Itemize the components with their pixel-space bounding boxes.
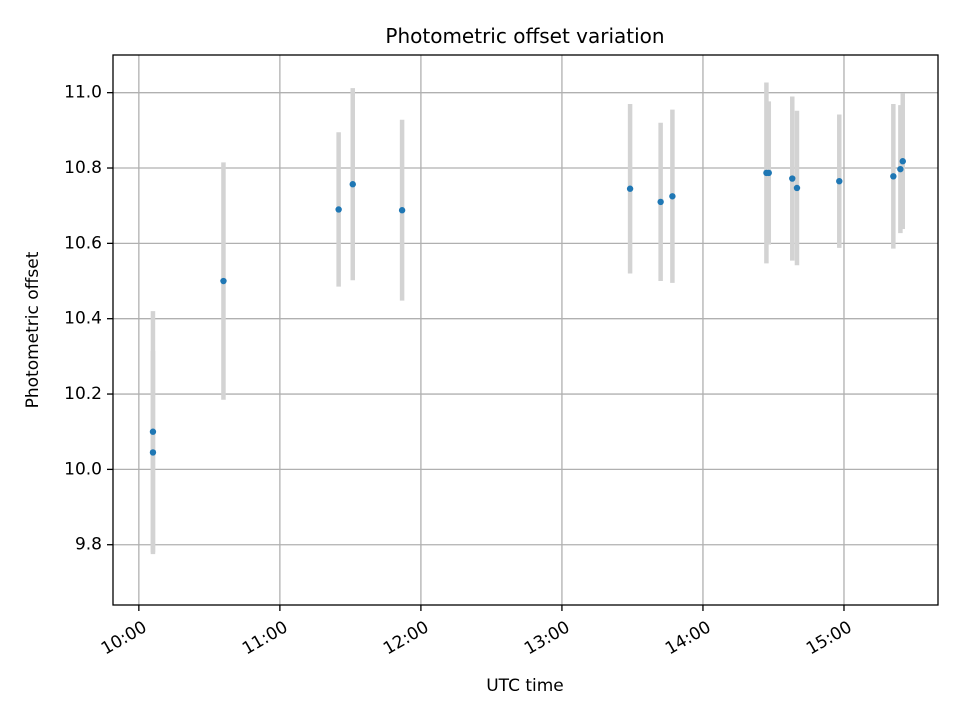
x-tick-label: 14:00 bbox=[662, 617, 714, 659]
y-axis-title: Photometric offset bbox=[23, 251, 43, 408]
y-tick-label: 11.0 bbox=[64, 83, 102, 103]
x-tick-label: 11:00 bbox=[239, 617, 291, 659]
data-point bbox=[657, 198, 664, 206]
y-tick-label: 10.0 bbox=[64, 459, 102, 479]
data-point bbox=[149, 428, 157, 435]
y-tick-label: 10.6 bbox=[64, 233, 102, 253]
point-layer bbox=[149, 158, 906, 456]
data-point bbox=[793, 184, 801, 192]
data-point bbox=[899, 158, 906, 165]
x-tick-label: 10:00 bbox=[98, 617, 150, 659]
x-axis-title: UTC time bbox=[486, 676, 564, 696]
grid-layer bbox=[113, 55, 938, 605]
x-tick-label: 12:00 bbox=[380, 617, 432, 659]
data-point bbox=[669, 193, 676, 200]
data-point bbox=[789, 175, 796, 182]
plot-frame bbox=[112, 54, 939, 606]
data-point bbox=[836, 177, 843, 185]
data-point bbox=[890, 173, 897, 180]
x-tick-label: 15:00 bbox=[803, 617, 855, 659]
data-point bbox=[220, 277, 227, 285]
chart-title: Photometric offset variation bbox=[385, 24, 664, 48]
data-point bbox=[398, 207, 406, 214]
y-tick-label: 10.2 bbox=[64, 384, 102, 404]
y-tick-label: 9.8 bbox=[75, 535, 102, 555]
tick-layer: 10:00 11:00 12:00 13:00 14:00 15:00 9.8 10.0 10.… bbox=[64, 83, 855, 660]
y-tick-label: 10.8 bbox=[64, 158, 102, 178]
data-point bbox=[626, 185, 634, 192]
data-point bbox=[897, 165, 904, 173]
data-point bbox=[149, 449, 157, 456]
data-point bbox=[765, 169, 772, 177]
x-tick-label: 13:00 bbox=[521, 617, 573, 659]
data-point bbox=[349, 181, 356, 188]
data-point bbox=[335, 206, 342, 213]
y-tick-label: 10.4 bbox=[64, 309, 102, 329]
